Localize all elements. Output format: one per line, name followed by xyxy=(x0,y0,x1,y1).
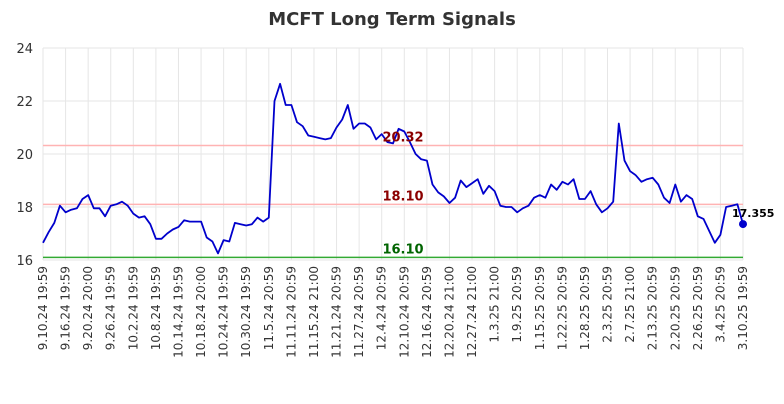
x-tick-label: 11.21.24 20:59 xyxy=(330,266,344,358)
x-tick-label: 11.15.24 21:00 xyxy=(307,266,321,358)
x-tick-label: 3.4.25 20:59 xyxy=(713,266,727,343)
x-tick-label: 11.11.24 20:59 xyxy=(284,266,298,358)
x-tick-label: 10.8.24 19:59 xyxy=(149,266,163,350)
series xyxy=(42,82,747,255)
x-tick-label: 3.10.25 19:59 xyxy=(736,266,750,350)
y-tick-label: 18 xyxy=(16,201,33,216)
x-tick-label: 10.14.24 19:59 xyxy=(171,266,185,358)
x-tick-label: 9.20.24 20:00 xyxy=(81,266,95,350)
x-tick-label: 9.26.24 19:59 xyxy=(104,266,118,350)
x-tick-label: 1.22.25 20:59 xyxy=(555,266,569,350)
x-tick-label: 10.2.24 19:59 xyxy=(126,266,140,350)
x-tick-label: 12.20.24 21:00 xyxy=(442,266,456,358)
y-tick-label: 22 xyxy=(16,95,33,110)
x-tick-label: 1.9.25 20:59 xyxy=(510,266,524,343)
reference-line-label: 16.10 xyxy=(382,242,423,257)
annotations: 20.32 18.10 16.10 17.355 xyxy=(382,131,774,258)
x-tick-label: 2.20.25 20:59 xyxy=(668,266,682,350)
x-tick-label: 2.13.25 20:59 xyxy=(646,266,660,350)
chart-title: MCFT Long Term Signals xyxy=(268,9,516,30)
axes: 16 18 20 22 24 9.10.24 19:59 9.16.24 19:59 9.20… xyxy=(16,42,750,358)
x-tick-label: 2.7.25 21:00 xyxy=(623,266,637,343)
x-tick-label: 1.3.25 21:00 xyxy=(488,266,502,343)
last-point-label: 17.355 xyxy=(732,207,774,220)
y-tick-label: 16 xyxy=(16,254,33,269)
x-tick-label: 1.15.25 20:59 xyxy=(533,266,547,350)
x-tick-label: 9.16.24 19:59 xyxy=(59,266,73,350)
x-tick-label: 10.30.24 19:59 xyxy=(239,266,253,358)
last-point-marker xyxy=(739,220,747,229)
reference-line-label: 20.32 xyxy=(382,131,423,146)
x-tick-label: 10.18.24 20:00 xyxy=(194,266,208,358)
reference-line-label: 18.10 xyxy=(382,189,423,204)
x-tick-label: 12.16.24 20:59 xyxy=(420,266,434,358)
x-tick-label: 12.10.24 20:59 xyxy=(397,266,411,358)
series-line xyxy=(42,82,744,255)
x-tick-label: 11.27.24 20:59 xyxy=(352,266,366,358)
reference-lines xyxy=(43,144,743,259)
x-tick-label: 12.27.24 21:00 xyxy=(465,266,479,358)
x-tick-label: 11.5.24 20:59 xyxy=(262,266,276,350)
x-tick-label: 12.4.24 20:59 xyxy=(375,266,389,350)
x-tick-label: 2.3.25 20:59 xyxy=(601,266,615,343)
y-tick-label: 24 xyxy=(16,42,33,57)
x-tick-label: 2.26.25 20:59 xyxy=(691,266,705,350)
x-tick-label: 1.28.25 20:59 xyxy=(578,266,592,350)
grid xyxy=(42,47,744,261)
x-tick-label: 10.24.24 19:59 xyxy=(217,266,231,358)
y-tick-label: 20 xyxy=(16,148,33,163)
x-tick-label: 9.10.24 19:59 xyxy=(36,266,50,350)
